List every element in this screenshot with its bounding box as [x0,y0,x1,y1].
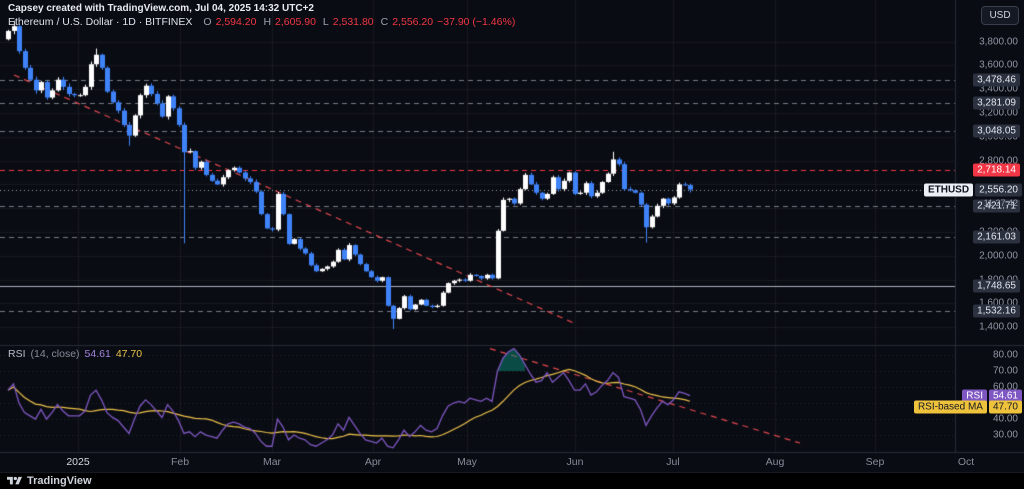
price-level-badge: 3,478.46 [973,73,1020,87]
price-level-badge: 2,421.71 [973,199,1020,213]
price-level-badge: 2,161.03 [973,230,1020,244]
price-level-badge: 1,748.65 [973,279,1020,293]
rsi-name-badge: RSI-based MA [913,400,987,414]
price-level-badge: 3,048.05 [973,124,1020,138]
tradingview-logo-icon[interactable] [7,475,22,487]
rsi-tick-label: 40.00 [992,413,1018,425]
price-tick-label: 3,600.00 [979,59,1018,71]
rsi-legend[interactable]: RSI (14, close) 54.61 47.70 [8,348,142,360]
price-tick-label: 1,600.00 [979,297,1018,309]
time-axis-label: Oct [957,456,975,468]
rsi-tick-label: 70.00 [992,365,1018,377]
price-level-badge: 1,532.16 [973,304,1020,318]
price-level-badge: 3,281.09 [973,96,1020,110]
watermark-text: Capsey created with TradingView.com, Jul… [8,3,314,14]
rsi-value-badge: 54.61 [988,389,1022,403]
symbol-title: Ethereum / U.S. Dollar · 1D · BITFINEX [8,16,193,28]
time-axis-label: Feb [170,456,190,468]
tradingview-brand[interactable]: TradingView [27,475,92,487]
time-axis-label: Apr [364,456,382,468]
change-value: −37.90 (−1.46%) [437,16,516,28]
open-label: O [203,16,212,28]
time-axis-label: Mar [262,456,282,468]
last-price-badge: 2,556.20 [975,183,1022,197]
rsi-scale-label: RSI 54.61 [962,389,1022,403]
rsi-name-badge: RSI [962,389,987,403]
price-tick-label: 1,400.00 [979,321,1018,333]
time-axis-label: Jul [666,456,680,468]
rsi-value: 54.61 [84,348,111,360]
price-tick-label: 3,200.00 [979,107,1018,119]
symbol-legend[interactable]: Ethereum / U.S. Dollar · 1D · BITFINEX O… [8,16,515,28]
high-label: H [263,16,272,28]
price-tick-label: 3,800.00 [979,36,1018,48]
low-value: 2,531.80 [332,16,374,28]
price-level-badge: 2,718.14 [973,163,1020,177]
open-value: 2,594.20 [215,16,257,28]
high-value: 2,605.90 [275,16,316,28]
price-tick-label: 3,400.00 [979,83,1018,95]
time-axis-label: 2025 [66,456,90,468]
price-tick-label: 2,800.00 [979,155,1018,167]
low-label: L [322,16,329,28]
close-label: C [380,16,389,28]
footer-bar: TradingView [0,472,1024,489]
time-scale[interactable]: 2025 Feb Mar Apr May Jun Jul Aug Sep Oct [0,452,1024,472]
rsi-tick-label: 80.00 [992,349,1018,361]
price-scale[interactable]: USD 3,800.003,600.003,400.003,200.003,00… [955,0,1024,452]
rsi-title: RSI [8,348,26,360]
time-axis-label: May [457,456,477,468]
time-axis-label: Jun [566,456,584,468]
price-tick-label: 2,000.00 [979,250,1018,262]
close-value: 2,556.20 [392,16,434,28]
currency-button[interactable]: USD [981,6,1019,25]
rsi-params: (14, close) [30,348,80,360]
rsi-tick-label: 30.00 [992,429,1018,441]
bar-close-countdown: 11:27:42 [983,197,1018,208]
symbol-badge: ETHUSD [923,183,974,197]
rsi-tick-label: 60.00 [992,381,1018,393]
time-axis-label: Sep [865,456,885,468]
rsi-scale-label: RSI-based MA 47.70 [913,400,1022,414]
rsi-ma-value: 47.70 [115,348,143,360]
rsi-value-badge: 47.70 [988,400,1022,414]
symbol-price-label: ETHUSD 2,556.20 [923,183,1022,197]
time-axis-label: Aug [765,456,785,468]
